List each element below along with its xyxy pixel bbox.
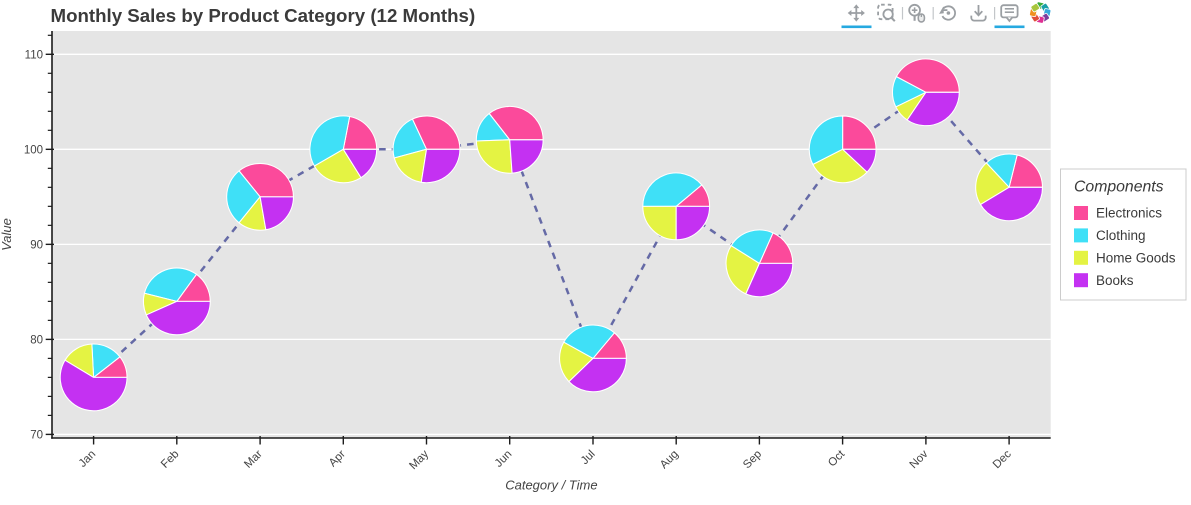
svg-text:90: 90 — [30, 240, 43, 252]
svg-text:Monthly Sales by Product Categ: Monthly Sales by Product Category (12 Mo… — [51, 5, 476, 26]
svg-text:Books: Books — [1096, 273, 1134, 288]
svg-text:110: 110 — [25, 50, 43, 62]
svg-text:70: 70 — [30, 430, 43, 442]
svg-text:Components: Components — [1074, 179, 1164, 196]
svg-text:80: 80 — [30, 335, 43, 347]
svg-text:Electronics: Electronics — [1096, 206, 1162, 221]
svg-text:Category / Time: Category / Time — [505, 478, 597, 493]
svg-text:Clothing: Clothing — [1096, 228, 1146, 243]
svg-text:100: 100 — [24, 145, 43, 157]
svg-text:Home Goods: Home Goods — [1096, 250, 1176, 265]
svg-text:Value: Value — [0, 218, 14, 251]
